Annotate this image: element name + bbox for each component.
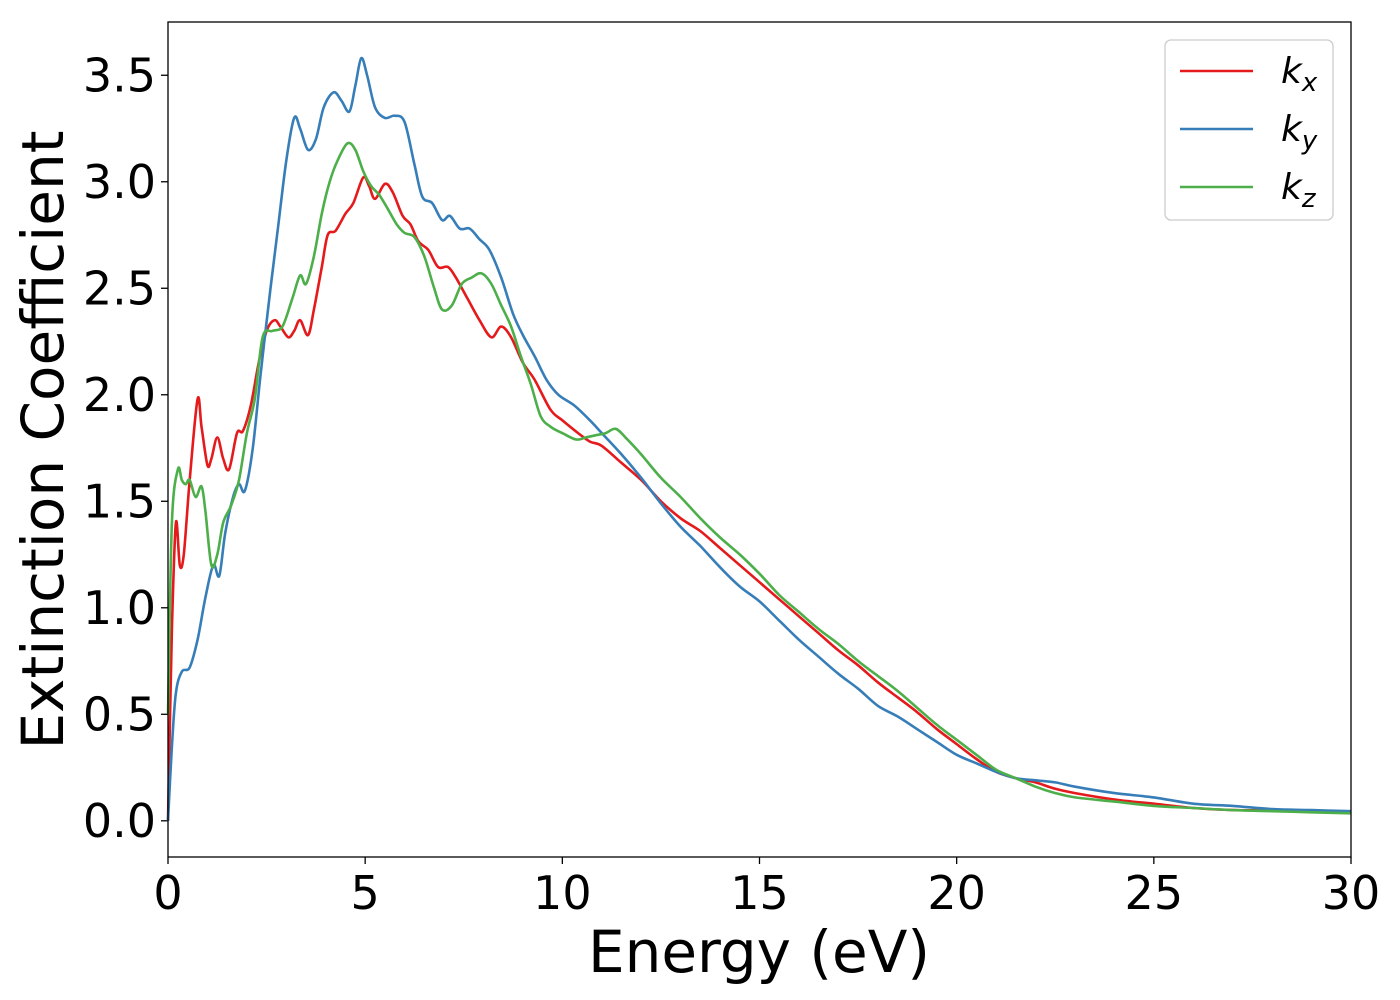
series-line-ky xyxy=(166,56,1352,821)
plot-frame xyxy=(167,21,1352,858)
y-tick-label: 2.0 xyxy=(83,368,156,422)
y-tick-label: 0.5 xyxy=(83,687,156,741)
x-tick-label: 30 xyxy=(1322,866,1381,920)
legend-label-main: k xyxy=(1281,51,1304,92)
y-tick-label: 1.5 xyxy=(83,474,156,528)
x-tick-label: 15 xyxy=(730,866,789,920)
legend-label-kz: kz xyxy=(1281,167,1317,214)
y-tick-label: 3.5 xyxy=(83,48,156,102)
x-tick-label: 25 xyxy=(1125,866,1184,920)
y-tick-label: 0.0 xyxy=(83,794,156,848)
x-axis-ticks: 0 5 10 15 20 25 30 xyxy=(153,857,1380,920)
x-tick-label: 5 xyxy=(351,866,380,920)
x-tick-label: 20 xyxy=(927,866,986,920)
legend-label-subscript: z xyxy=(1301,184,1317,214)
y-tick-label: 2.5 xyxy=(83,261,156,315)
series-line-kx xyxy=(166,175,1352,821)
y-tick-label: 3.0 xyxy=(83,155,156,209)
legend-label-main: k xyxy=(1281,167,1304,208)
legend-label-main: k xyxy=(1281,109,1304,150)
x-tick-label: 0 xyxy=(153,866,182,920)
series-line-kz xyxy=(166,141,1352,815)
x-axis-label: Energy (eV) xyxy=(588,918,930,986)
y-axis-ticks: 0.0 0.5 1.0 1.5 2.0 2.5 3.0 3.5 xyxy=(83,48,168,848)
x-tick-label: 10 xyxy=(533,866,592,920)
legend-label-subscript: y xyxy=(1301,126,1318,156)
legend-label-subscript: x xyxy=(1301,68,1318,98)
series-lines xyxy=(166,56,1352,821)
legend-label-ky: ky xyxy=(1281,109,1318,156)
y-axis-label: Extinction Coefficient xyxy=(9,131,77,750)
y-tick-label: 1.0 xyxy=(83,581,156,635)
legend-label-kx: kx xyxy=(1281,51,1318,98)
